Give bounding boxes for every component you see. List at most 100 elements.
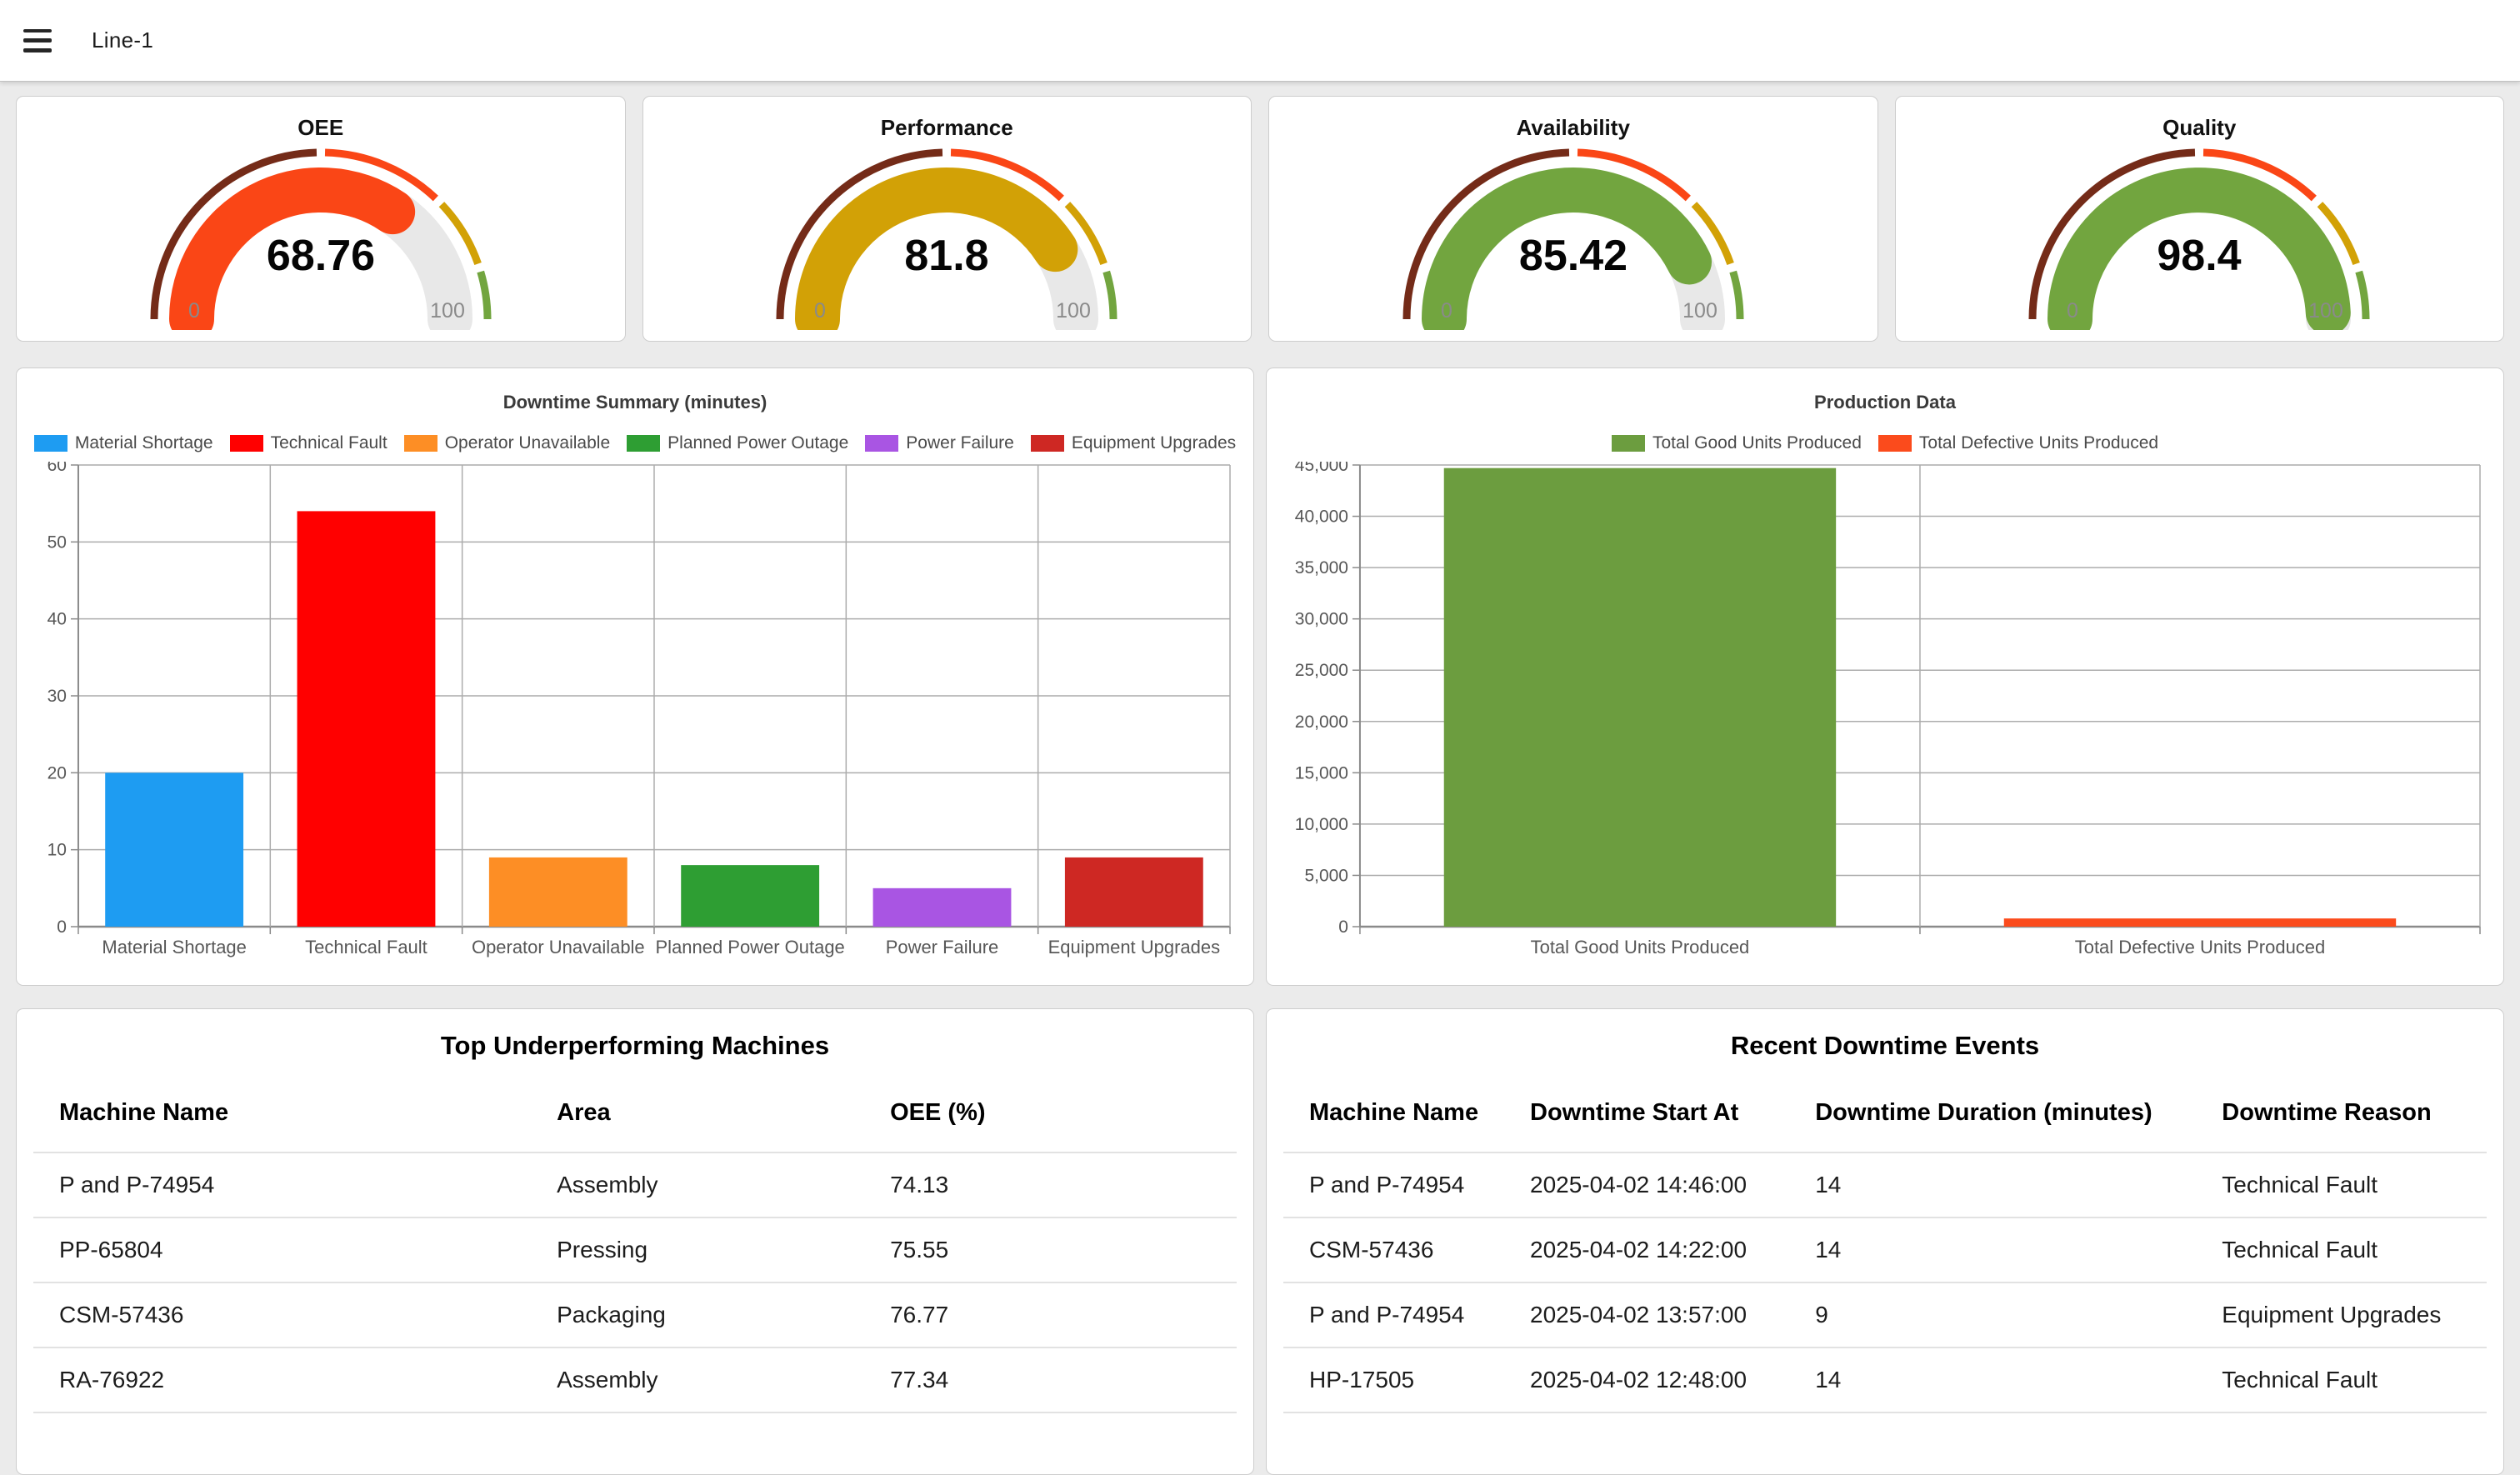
table-cell: P and P-74954 — [33, 1152, 557, 1218]
y-tick-label: 60 — [48, 462, 67, 475]
gauge-band — [480, 272, 487, 319]
table-cell: Pressing — [557, 1218, 890, 1282]
legend-item-power-failure[interactable]: Power Failure — [865, 433, 1014, 453]
hamburger-bar — [23, 48, 52, 52]
production-data-card: Production Data Total Good Units Produce… — [1266, 368, 2504, 986]
y-tick-label: 10 — [48, 841, 67, 860]
legend-label: Operator Unavailable — [445, 433, 610, 453]
legend-item-total-defective-units-produced[interactable]: Total Defective Units Produced — [1878, 433, 2158, 453]
bar-equipment-upgrades[interactable] — [1065, 858, 1203, 927]
bar-operator-unavailable[interactable] — [489, 858, 628, 927]
gauge-min-label: 0 — [814, 299, 826, 322]
table-cell: Technical Fault — [2222, 1152, 2487, 1218]
gauge-max-label: 100 — [2308, 299, 2343, 322]
table-cell: 2025-04-02 12:48:00 — [1530, 1348, 1815, 1412]
table-cell: RA-76922 — [33, 1348, 557, 1412]
x-category-label: Planned Power Outage — [656, 937, 845, 958]
table-cell: 14 — [1815, 1218, 2222, 1282]
table-cell: CSM-57436 — [33, 1282, 557, 1348]
column-header-machine-name: Machine Name — [1283, 1099, 1530, 1152]
legend-item-technical-fault[interactable]: Technical Fault — [230, 433, 388, 453]
gauge-max-label: 100 — [1682, 299, 1718, 322]
legend-label: Total Defective Units Produced — [1919, 433, 2158, 453]
column-header-area: Area — [557, 1099, 890, 1152]
table-cell: Technical Fault — [2222, 1218, 2487, 1282]
gauge-value-text: 98.4 — [2158, 232, 2242, 280]
production-data-chart: 05,00010,00015,00020,00025,00030,00035,0… — [1283, 462, 2487, 962]
table-cell: Packaging — [557, 1282, 890, 1348]
y-tick-label: 10,000 — [1295, 815, 1348, 834]
gauge-band — [1107, 272, 1113, 319]
legend-item-material-shortage[interactable]: Material Shortage — [34, 433, 213, 453]
table-cell: 9 — [1815, 1282, 2222, 1348]
gauge-value-text: 85.42 — [1519, 232, 1628, 280]
table-cell: 75.55 — [890, 1218, 1237, 1282]
chart-row: Downtime Summary (minutes) Material Shor… — [16, 368, 2504, 986]
y-tick-label: 40 — [48, 610, 67, 629]
table-cell: Technical Fault — [2222, 1348, 2487, 1412]
legend-item-planned-power-outage[interactable]: Planned Power Outage — [627, 433, 848, 453]
gauge-min-label: 0 — [1441, 299, 1452, 322]
downtime-legend: Material Shortage Technical Fault Operator… — [33, 433, 1237, 453]
column-header-downtime-reason: Downtime Reason — [2222, 1099, 2487, 1152]
bar-power-failure[interactable] — [873, 888, 1012, 927]
gauge-max-label: 100 — [430, 299, 465, 322]
table-row-section: Top Underperforming Machines Machine Nam… — [16, 1008, 2504, 1475]
y-tick-label: 30,000 — [1295, 610, 1348, 629]
hamburger-menu-icon[interactable] — [23, 29, 52, 52]
legend-label: Power Failure — [906, 433, 1014, 453]
y-tick-label: 30 — [48, 687, 67, 706]
table-cell: 2025-04-02 14:22:00 — [1530, 1218, 1815, 1282]
gauge-value-text: 68.76 — [267, 232, 375, 280]
gauge-band — [2359, 272, 2366, 319]
y-tick-label: 25,000 — [1295, 661, 1348, 680]
table-cell: Assembly — [557, 1348, 890, 1412]
top-underperforming-machines-card: Top Underperforming Machines Machine Nam… — [16, 1008, 1254, 1475]
y-tick-label: 40,000 — [1295, 508, 1348, 527]
top-bar: Line-1 — [0, 0, 2520, 82]
table-cell: 2025-04-02 13:57:00 — [1530, 1282, 1815, 1348]
legend-item-operator-unavailable[interactable]: Operator Unavailable — [404, 433, 610, 453]
table-cell: Equipment Upgrades — [2222, 1282, 2487, 1348]
x-category-label: Technical Fault — [305, 937, 428, 958]
bar-material-shortage[interactable] — [105, 772, 243, 927]
x-category-label: Material Shortage — [102, 937, 246, 958]
legend-item-total-good-units-produced[interactable]: Total Good Units Produced — [1612, 433, 1862, 453]
chart-title: Downtime Summary (minutes) — [33, 392, 1237, 413]
table-cell: P and P-74954 — [1283, 1282, 1530, 1348]
page-title: Line-1 — [92, 28, 153, 53]
bar-total-defective-units-produced[interactable] — [2004, 918, 2396, 927]
x-category-label: Operator Unavailable — [472, 937, 645, 958]
chart-title: Production Data — [1283, 392, 2487, 413]
legend-swatch — [865, 435, 898, 452]
legend-item-equipment-upgrades[interactable]: Equipment Upgrades — [1031, 433, 1236, 453]
legend-swatch — [1031, 435, 1064, 452]
table-cell: P and P-74954 — [1283, 1152, 1530, 1218]
bar-planned-power-outage[interactable] — [681, 865, 819, 927]
column-header-machine-name: Machine Name — [33, 1099, 557, 1152]
y-tick-label: 35,000 — [1295, 558, 1348, 578]
table-cell: 14 — [1815, 1348, 2222, 1412]
bar-technical-fault[interactable] — [298, 511, 436, 927]
bar-total-good-units-produced[interactable] — [1444, 468, 1836, 927]
y-tick-label: 5,000 — [1304, 866, 1348, 885]
x-category-label: Power Failure — [886, 937, 999, 958]
table-cell: 2025-04-02 14:46:00 — [1530, 1152, 1815, 1218]
production-legend: Total Good Units Produced Total Defective… — [1283, 433, 2487, 453]
legend-swatch — [1612, 435, 1645, 452]
legend-swatch — [34, 435, 68, 452]
legend-swatch — [1878, 435, 1912, 452]
gauge-band — [1732, 272, 1739, 319]
